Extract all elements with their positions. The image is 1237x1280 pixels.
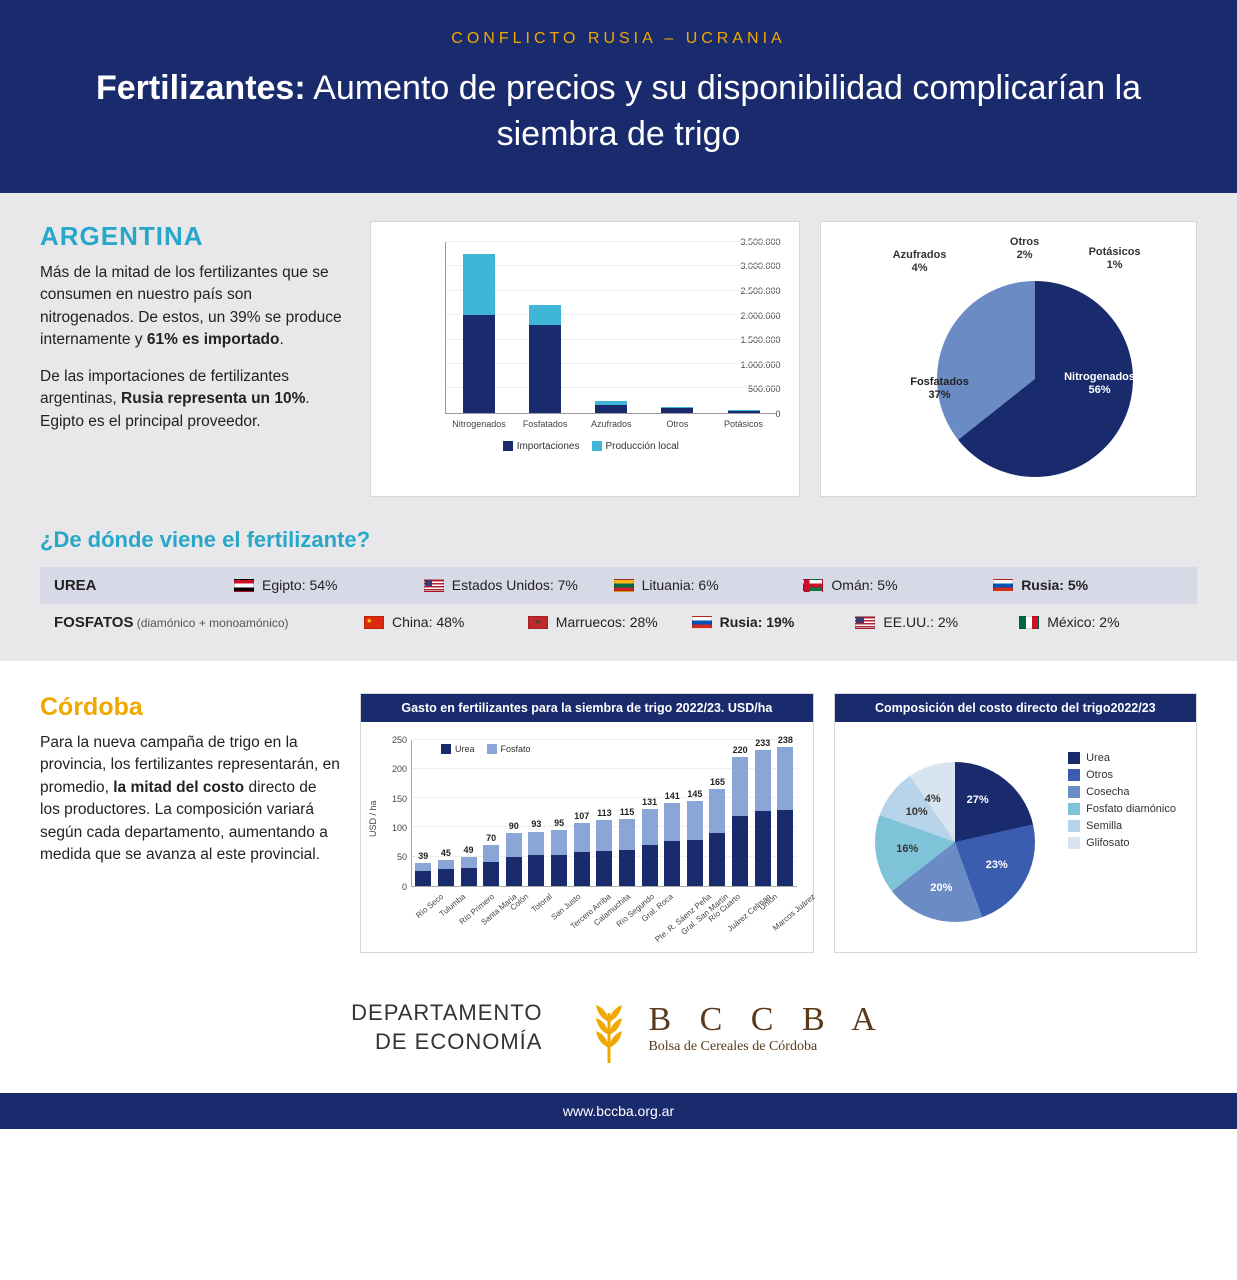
pie-chart: Nitrogenados56% Fosfatados37% Azufrados4% O… (835, 234, 1182, 484)
origin-row: FOSFATOS (diamónico + monoamónico)★China… (40, 604, 1197, 641)
argentina-section: ARGENTINA Más de la mitad de los fertili… (0, 193, 1237, 519)
header-title-rest: Aumento de precios y su disponibilidad c… (306, 69, 1141, 153)
origin-row: UREAEgipto: 54%Estados Unidos: 7%Lituani… (40, 567, 1197, 604)
origin-country: ★China: 48% (364, 614, 528, 630)
argentina-p1: Más de la mitad de los fertilizantes que… (40, 262, 350, 352)
cba-bar-chart: 39Río Seco45Tulumba49Río Primero70Santa … (371, 732, 803, 942)
origin-heading: ¿De dónde viene el fertilizante? (40, 527, 1197, 553)
dept-label: DEPARTAMENTO DE ECONOMÍA (351, 999, 542, 1056)
header-banner: CONFLICTO RUSIA – UCRANIA Fertilizantes:… (0, 0, 1237, 193)
origin-country: Omán: 5% (803, 577, 993, 593)
pie-slice-label: Azufrados4% (893, 249, 947, 275)
origin-country: EE.UU.: 2% (855, 614, 1019, 630)
flag-icon (855, 616, 875, 629)
flag-icon (1019, 616, 1039, 629)
argentina-p2: De las importaciones de fertilizantes ar… (40, 366, 350, 433)
stacked-bar-chart: 0500.0001.000.0001.500.0002.000.0002.500… (385, 234, 785, 454)
cba-pie-chart: 27%23%20%16%10%4%UreaOtrosCosechaFosfato… (845, 732, 1186, 942)
origin-country: ✶Marruecos: 28% (528, 614, 692, 630)
footer-logo-row: DEPARTAMENTO DE ECONOMÍA B C C B A Bolsa… (0, 973, 1237, 1093)
x-label: Potásicos (724, 419, 763, 429)
bccba-subtitle: Bolsa de Cereales de Córdoba (648, 1039, 885, 1055)
flag-icon (692, 616, 712, 629)
cba-pie-card: Composición del costo directo del trigo2… (834, 693, 1197, 953)
flag-icon (993, 579, 1013, 592)
flag-icon (614, 579, 634, 592)
bar-legend: ImportacionesProducción local (385, 441, 785, 452)
pie-slice-label: Potásicos1% (1089, 246, 1141, 272)
flag-icon: ★ (364, 616, 384, 629)
origin-country: Rusia: 19% (692, 614, 856, 630)
cba-pie-title: Composición del costo directo del trigo2… (835, 694, 1196, 722)
cordoba-section: Córdoba Para la nueva campaña de trigo e… (0, 661, 1237, 973)
pie-slice-label: Otros2% (1010, 236, 1039, 262)
cordoba-text: Córdoba Para la nueva campaña de trigo e… (40, 693, 340, 953)
origin-section: ¿De dónde viene el fertilizante? UREAEgi… (0, 519, 1237, 661)
cba-bar-title: Gasto en fertilizantes para la siembra d… (361, 694, 813, 722)
cba-bar-card: Gasto en fertilizantes para la siembra d… (360, 693, 814, 953)
pie-chart-card: Nitrogenados56% Fosfatados37% Azufrados4% O… (820, 221, 1197, 497)
pie-slice-label: Nitrogenados56% (1064, 371, 1135, 397)
flag-icon (234, 579, 254, 592)
pie-slice-label: Fosfatados37% (910, 376, 969, 402)
bccba-text: B C C B A Bolsa de Cereales de Córdoba (648, 1001, 885, 1055)
origin-country: México: 2% (1019, 614, 1183, 630)
bar-chart-card: 0500.0001.000.0001.500.0002.000.0002.500… (370, 221, 800, 497)
footer-url: www.bccba.org.ar (563, 1103, 674, 1119)
origin-country: Rusia: 5% (993, 577, 1183, 593)
header-eyebrow: CONFLICTO RUSIA – UCRANIA (60, 30, 1177, 48)
cordoba-paragraph: Para la nueva campaña de trigo en la pro… (40, 732, 340, 867)
origin-country: Egipto: 54% (234, 577, 424, 593)
header-title: Fertilizantes: Aumento de precios y su d… (60, 66, 1177, 158)
bccba-logo: B C C B A Bolsa de Cereales de Córdoba (582, 993, 885, 1063)
argentina-heading: ARGENTINA (40, 221, 350, 252)
wheat-icon (582, 993, 636, 1063)
origin-country: Estados Unidos: 7% (424, 577, 614, 593)
header-title-bold: Fertilizantes: (96, 69, 306, 107)
flag-icon (803, 579, 823, 592)
argentina-text: ARGENTINA Más de la mitad de los fertili… (40, 221, 350, 497)
origin-country: Lituania: 6% (614, 577, 804, 593)
x-label: Azufrados (591, 419, 632, 429)
flag-icon: ✶ (528, 616, 548, 629)
bccba-name: B C C B A (648, 1001, 885, 1039)
footer-url-bar: www.bccba.org.ar (0, 1093, 1237, 1129)
cba-pie-legend: UreaOtrosCosechaFosfato diamónicoSemilla… (1068, 752, 1176, 854)
x-label: Otros (666, 419, 688, 429)
x-label: Fosfatados (523, 419, 568, 429)
cordoba-heading: Córdoba (40, 693, 340, 722)
x-label: Nitrogenados (452, 419, 506, 429)
flag-icon (424, 579, 444, 592)
